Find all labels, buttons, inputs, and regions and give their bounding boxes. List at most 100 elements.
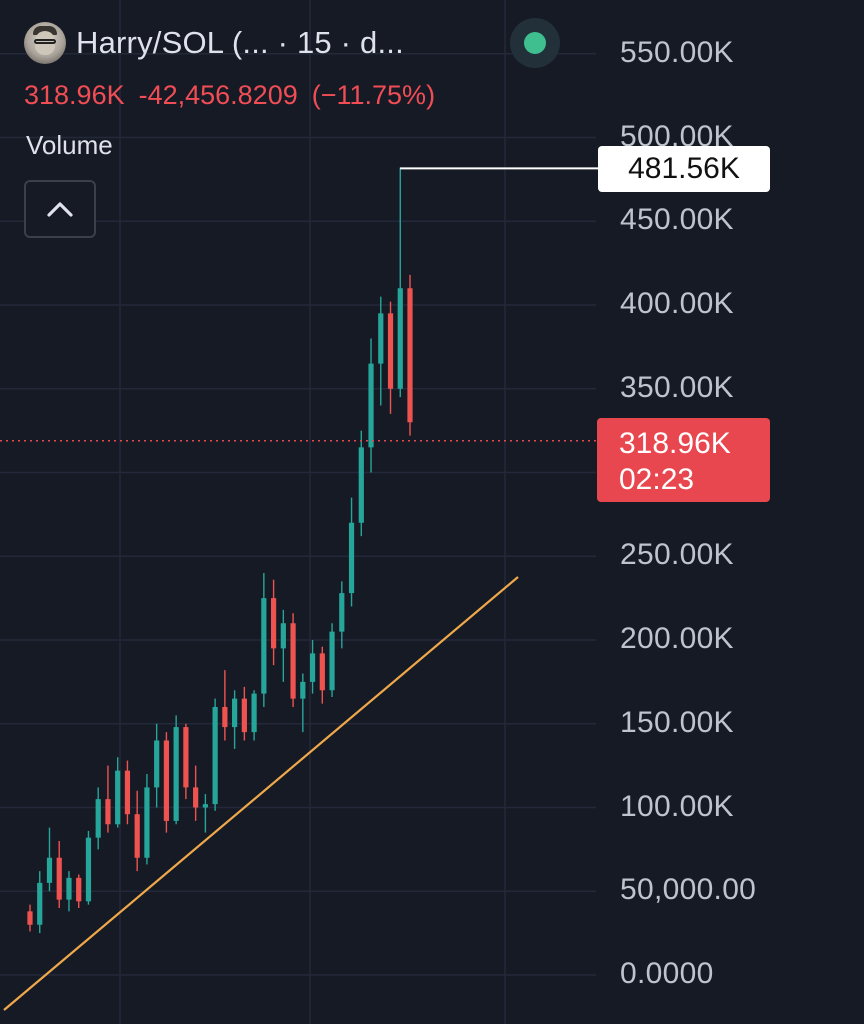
candle-7[interactable]: [95, 787, 101, 850]
candle-36[interactable]: [378, 296, 384, 406]
volume-label: Volume: [26, 130, 113, 160]
price-change-percent: (−11.75%): [311, 80, 436, 110]
symbol-title[interactable]: Harry/SOL (... · 15 · d...: [76, 25, 404, 60]
candle-18[interactable]: [202, 794, 208, 833]
y-tick-label: 100.00K: [620, 789, 734, 823]
candle-8[interactable]: [105, 765, 111, 833]
candle-17[interactable]: [193, 765, 199, 821]
candle-27[interactable]: [290, 613, 296, 707]
candle-31[interactable]: [329, 623, 335, 697]
live-status-button[interactable]: [510, 18, 560, 68]
high-price-tag: 481.56K: [598, 146, 770, 192]
collapse-button[interactable]: [24, 180, 96, 238]
candle-0[interactable]: [27, 904, 33, 932]
candle-body: [290, 623, 296, 699]
candle-body: [163, 740, 170, 821]
candle-body: [358, 447, 364, 523]
candle-11[interactable]: [134, 790, 140, 872]
y-tick-label: 400.00K: [620, 287, 734, 320]
candle-body: [300, 681, 306, 699]
candle-37[interactable]: [387, 301, 394, 414]
candle-13[interactable]: [154, 723, 160, 808]
candle-body: [66, 877, 72, 900]
avatar-icon[interactable]: [24, 22, 66, 64]
candle-6[interactable]: [85, 830, 92, 905]
candle-body: [309, 653, 316, 682]
candle-9[interactable]: [115, 757, 121, 828]
trendline-layer: [3, 576, 519, 1011]
candle-body: [173, 727, 179, 821]
candle-body: [397, 288, 403, 389]
candle-body: [319, 653, 325, 691]
candle-body: [183, 727, 189, 788]
candle-2[interactable]: [46, 827, 53, 892]
candle-12[interactable]: [144, 774, 150, 865]
candle-19[interactable]: [212, 698, 218, 811]
candle-30[interactable]: [319, 646, 325, 704]
candle-body: [348, 522, 355, 594]
candle-5[interactable]: [76, 874, 82, 909]
candle-29[interactable]: [309, 640, 316, 694]
candle-10[interactable]: [124, 760, 131, 825]
candle-16[interactable]: [183, 723, 189, 800]
candle-body: [241, 698, 247, 733]
candle-body: [46, 857, 53, 883]
last-price: 318.96K: [24, 80, 125, 110]
candle-body: [27, 911, 33, 925]
candle-body: [378, 313, 384, 364]
candle-28[interactable]: [300, 673, 306, 733]
candle-3[interactable]: [56, 841, 62, 908]
y-tick-label: 200.00K: [620, 622, 734, 655]
candle-body: [212, 707, 218, 805]
candle-body: [202, 804, 208, 808]
candle-body: [115, 770, 121, 825]
candle-4[interactable]: [66, 871, 72, 912]
candle-body: [222, 707, 228, 728]
candle-39[interactable]: [407, 274, 413, 436]
candle-22[interactable]: [241, 686, 247, 741]
candle-14[interactable]: [163, 732, 170, 833]
candle-35[interactable]: [368, 338, 374, 473]
candle-34[interactable]: [358, 430, 364, 537]
candle-body: [329, 631, 335, 691]
y-tick-label: 250.00K: [620, 538, 734, 572]
candle-24[interactable]: [261, 573, 267, 707]
candle-33[interactable]: [348, 497, 355, 607]
candle-body: [251, 693, 257, 733]
trendline[interactable]: [3, 576, 519, 1011]
candle-body: [76, 877, 82, 902]
candle-15[interactable]: [173, 715, 179, 825]
candle-countdown: 02:23: [619, 463, 695, 496]
candle-body: [261, 598, 267, 694]
candle-body: [95, 799, 101, 838]
candle-body: [124, 770, 131, 815]
live-status-dot-icon: [524, 32, 546, 54]
candle-body: [387, 313, 394, 389]
candle-25[interactable]: [270, 579, 277, 666]
candle-1[interactable]: [37, 871, 43, 934]
candle-body: [144, 787, 150, 858]
y-tick-label: 150.00K: [620, 705, 734, 739]
price-summary: 318.96K -42,456.8209 (−11.75%): [24, 80, 435, 111]
candle-body: [134, 814, 140, 858]
candle-32[interactable]: [339, 581, 345, 649]
candle-23[interactable]: [251, 690, 257, 741]
current-price-value: 318.96K: [619, 427, 731, 460]
y-tick-label: 450.00K: [620, 203, 734, 237]
candle-body: [37, 882, 43, 925]
candle-body: [56, 857, 62, 900]
chevron-up-icon: [47, 202, 73, 217]
candle-21[interactable]: [232, 690, 238, 749]
candle-26[interactable]: [280, 609, 286, 682]
candle-body: [368, 363, 374, 448]
marker-lines: [0, 167, 598, 442]
candle-38[interactable]: [397, 167, 403, 398]
candle-20[interactable]: [222, 670, 228, 741]
candle-body: [232, 698, 238, 728]
candles-layer: [27, 167, 413, 934]
candle-body: [154, 740, 160, 788]
y-tick-label: 350.00K: [620, 370, 734, 404]
candle-body: [85, 837, 92, 902]
